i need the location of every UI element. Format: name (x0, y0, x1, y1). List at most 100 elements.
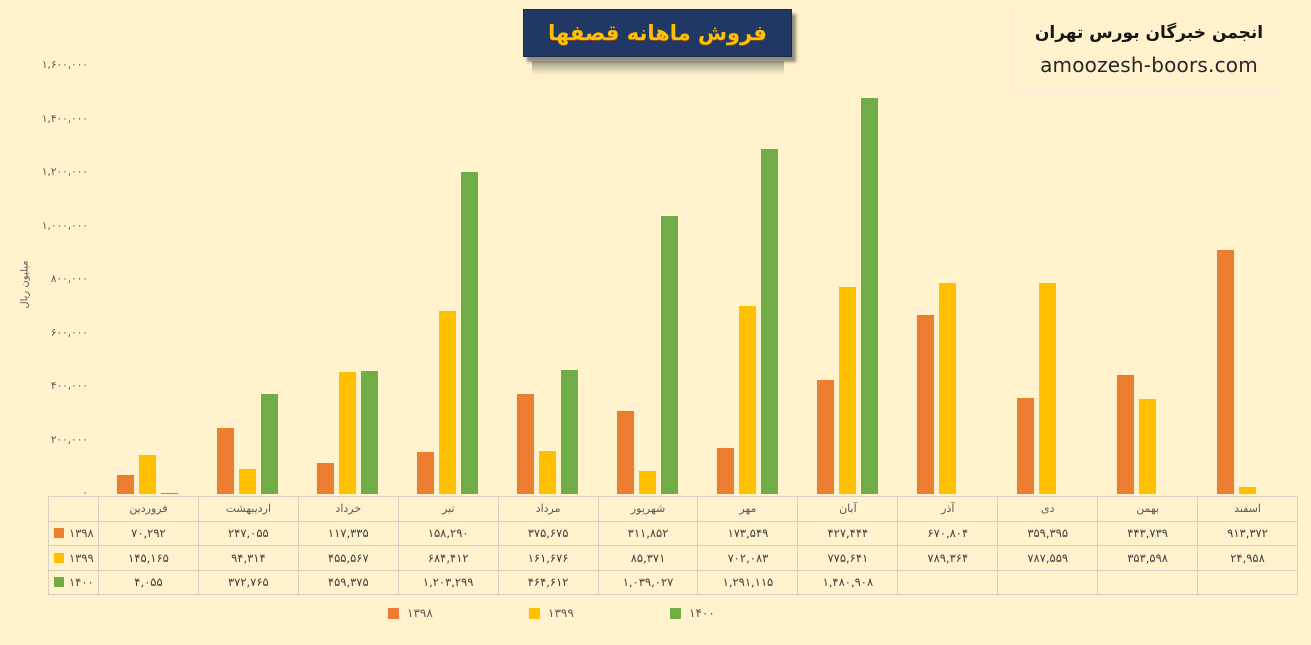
bar (339, 372, 357, 494)
table-value-cell: ۷۸۹,۳۶۴ (898, 546, 999, 571)
table-value-cell: ۱۵۸,۲۹۰ (398, 521, 499, 546)
site-header: انجمن خبرگان بورس تهران amoozesh-boors.c… (1012, 8, 1285, 93)
bar-group (997, 66, 1097, 494)
table-month-header: بهمن (1098, 497, 1199, 522)
table-value-cell: ۱۶۱,۶۷۶ (498, 546, 599, 571)
bar (239, 469, 257, 494)
chart-title: فروش ماهانه قصفها (548, 21, 767, 45)
table-value-cell: ۷۷۵,۶۴۱ (798, 546, 899, 571)
bar (639, 471, 657, 494)
legend-label: ۱۳۹۹ (548, 606, 574, 620)
table-value-cell: ۱,۴۸۰,۹۰۸ (798, 570, 899, 595)
table-value-cell (998, 570, 1099, 595)
table-value-cell: ۳۵۳,۵۹۸ (1098, 546, 1199, 571)
bar (716, 448, 734, 494)
y-axis-tick-label: ۸۰۰,۰۰۰ (50, 273, 88, 285)
bar (217, 428, 235, 494)
table-value-cell: ۹۱۳,۳۷۲ (1198, 521, 1298, 546)
table-value-cell: ۷۰۲,۰۸۳ (698, 546, 799, 571)
chart-title-box: فروش ماهانه قصفها (523, 9, 792, 57)
table-value-cell: ۲۴۷,۰۵۵ (198, 521, 299, 546)
table-value-cell (1098, 570, 1199, 595)
table-value-cell: ۱۷۳,۵۴۹ (698, 521, 799, 546)
y-axis-tick-label: ۰ (82, 487, 88, 499)
table-value-cell: ۳۵۹,۳۹۵ (998, 521, 1099, 546)
table-month-header: فروردین (99, 497, 199, 522)
legend-label: ۱۴۰۰ (689, 606, 715, 620)
series-color-swatch (54, 552, 64, 563)
title-reflection (532, 61, 784, 75)
table-value-cell: ۱۱۷,۳۳۵ (298, 521, 399, 546)
table-year-cell: ۱۳۹۸ (49, 521, 99, 546)
chart-legend: ۱۳۹۸ ۱۳۹۹ ۱۴۰۰ (388, 606, 811, 620)
table-value-cell: ۳۷۲,۷۶۵ (198, 570, 299, 595)
table-value-cell: ۷۸۷,۵۵۹ (998, 546, 1099, 571)
table-value-cell: ۴,۰۵۵ (99, 570, 199, 595)
legend-item: ۱۳۹۸ (388, 606, 529, 620)
y-axis-tick-label: ۱,۲۰۰,۰۰۰ (41, 166, 88, 178)
table-value-cell: ۲۴,۹۵۸ (1198, 546, 1298, 571)
y-axis-tick-label: ۶۰۰,۰۰۰ (50, 326, 88, 339)
bar (760, 149, 778, 494)
bar (1016, 398, 1034, 494)
bar-group (398, 66, 498, 494)
bar (1116, 375, 1134, 494)
table-value-cell: ۴۶۴,۶۱۲ (498, 570, 599, 595)
y-axis-tick-label: ۴۰۰,۰۰۰ (50, 380, 88, 392)
bar (860, 98, 878, 494)
bar (1138, 399, 1156, 494)
legend-label: ۱۳۹۸ (407, 606, 433, 620)
bar-group (298, 66, 398, 494)
bar (938, 283, 956, 494)
series-color-swatch (54, 577, 64, 588)
bar (1216, 250, 1234, 494)
table-month-header: مهر (698, 497, 799, 522)
table-month-header: آذر (898, 497, 999, 522)
bar (916, 315, 934, 494)
bar-group (1097, 66, 1197, 494)
bar (439, 311, 457, 494)
table-month-header: اردیبهشت (198, 497, 299, 522)
table-month-header: شهریور (598, 497, 699, 522)
table-corner-cell (49, 497, 99, 522)
table-value-cell: ۴۲۷,۴۴۴ (798, 521, 899, 546)
table-month-header: اسفند (1198, 497, 1298, 522)
y-axis-tick-label: ۲۰۰,۰۰۰ (50, 433, 88, 446)
table-month-header: مرداد (498, 497, 599, 522)
bar (738, 306, 756, 494)
bar-group (1197, 66, 1297, 494)
bar-group (797, 66, 897, 494)
table-value-cell: ۷۰,۲۹۲ (99, 521, 199, 546)
bar-group (98, 66, 198, 494)
table-month-header: تیر (398, 497, 499, 522)
table-month-header: دی (998, 497, 1099, 522)
bar (117, 475, 135, 494)
table-value-cell: ۴۴۳,۷۳۹ (1098, 521, 1199, 546)
table-year-cell: ۱۴۰۰ (49, 570, 99, 595)
bar-group (698, 66, 798, 494)
bar (838, 287, 856, 494)
bar (816, 380, 834, 494)
series-year-label: ۱۴۰۰ (69, 575, 94, 590)
table-value-cell (898, 570, 999, 595)
legend-item: ۱۴۰۰ (670, 606, 811, 620)
bar (517, 394, 535, 494)
bar-group (198, 66, 298, 494)
bar (539, 451, 557, 494)
site-url: amoozesh-boors.com (1040, 53, 1258, 77)
legend-swatch (670, 607, 681, 619)
y-axis-tick-label: ۱,۰۰۰,۰۰۰ (41, 219, 88, 232)
table-value-cell (1198, 570, 1298, 595)
series-year-label: ۱۳۹۸ (69, 526, 94, 541)
table-value-cell: ۴۵۹,۳۷۵ (298, 570, 399, 595)
table-year-cell: ۱۳۹۹ (49, 546, 99, 571)
bar (161, 493, 179, 494)
table-value-cell: ۱,۲۰۳,۲۹۹ (398, 570, 499, 595)
table-month-header: آبان (798, 497, 899, 522)
bar (1038, 283, 1056, 494)
bar-group (897, 66, 997, 494)
bar (139, 455, 157, 494)
legend-swatch (529, 607, 540, 619)
bar (661, 216, 679, 494)
